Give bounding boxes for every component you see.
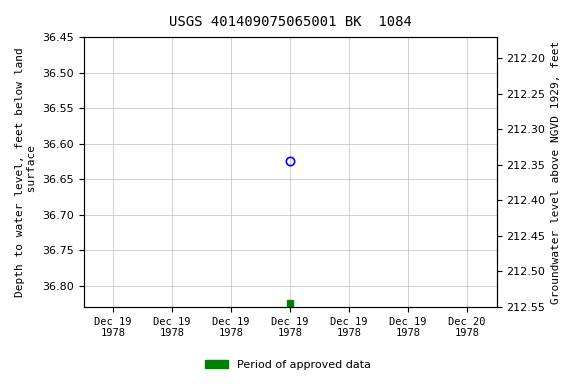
Y-axis label: Depth to water level, feet below land
 surface: Depth to water level, feet below land su… — [15, 47, 37, 297]
Title: USGS 401409075065001 BK  1084: USGS 401409075065001 BK 1084 — [169, 15, 412, 29]
Legend: Period of approved data: Period of approved data — [201, 356, 375, 375]
Y-axis label: Groundwater level above NGVD 1929, feet: Groundwater level above NGVD 1929, feet — [551, 40, 561, 304]
